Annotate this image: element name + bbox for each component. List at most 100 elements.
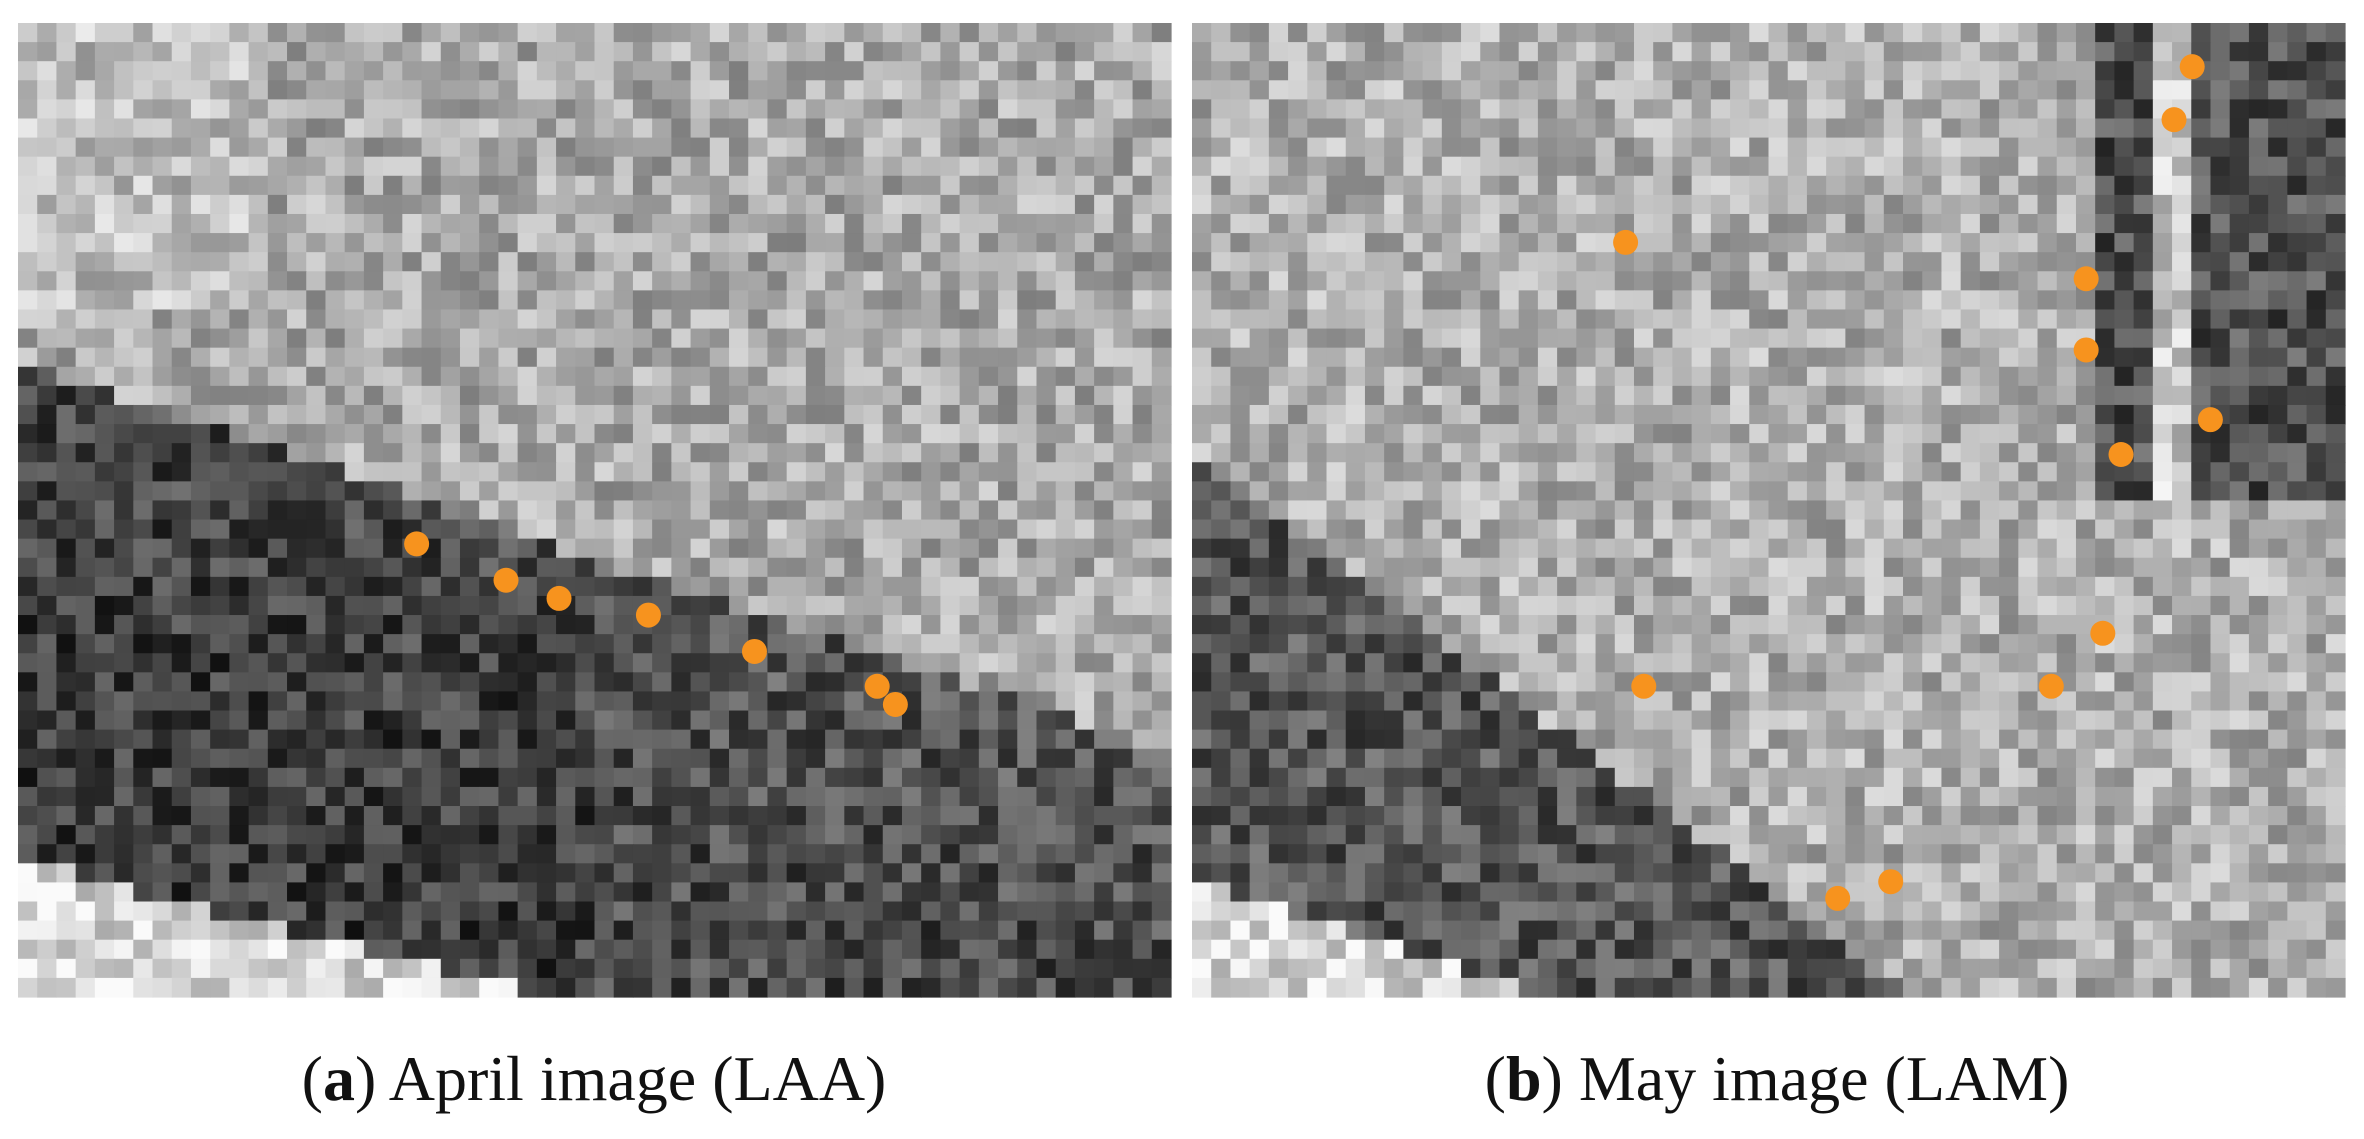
pixel	[1672, 309, 1693, 330]
pixel	[690, 462, 711, 482]
pixel	[1768, 404, 1789, 425]
pixel	[75, 366, 96, 387]
pixel	[1941, 595, 1962, 616]
pixel	[363, 424, 384, 444]
pixel	[171, 825, 192, 845]
pixel	[1749, 42, 1770, 62]
pixel	[882, 137, 903, 158]
pixel	[2095, 194, 2115, 215]
pixel	[287, 290, 307, 311]
pixel	[459, 958, 480, 979]
pixel	[1036, 538, 1057, 559]
pixel	[998, 672, 1018, 693]
pixel	[2075, 137, 2096, 158]
pixel	[1403, 462, 1424, 482]
pixel	[402, 481, 423, 502]
pixel	[56, 767, 77, 788]
pixel	[882, 347, 903, 368]
pixel	[459, 710, 480, 731]
pixel	[1364, 175, 1385, 196]
pixel	[709, 366, 730, 387]
pixel	[363, 347, 384, 368]
pixel	[1883, 290, 1904, 311]
pixel	[1211, 519, 1232, 540]
pixel	[844, 252, 865, 272]
pixel	[402, 99, 423, 120]
pixel	[56, 786, 77, 807]
pixel	[1268, 328, 1289, 349]
pixel	[1941, 61, 1962, 81]
pixel	[575, 882, 596, 903]
pixel	[978, 920, 999, 941]
pixel	[287, 309, 307, 330]
pixel	[863, 920, 884, 941]
pixel	[383, 424, 403, 444]
pixel	[306, 767, 327, 788]
pixel	[2037, 366, 2058, 387]
pixel	[2133, 42, 2154, 62]
pixel	[536, 42, 557, 62]
pixel	[863, 538, 884, 559]
pixel	[1249, 175, 1270, 196]
pixel	[479, 538, 500, 559]
pixel	[709, 786, 730, 807]
pixel	[2268, 194, 2288, 215]
pixel	[37, 901, 58, 922]
pixel	[1326, 538, 1347, 559]
pixel	[75, 557, 96, 578]
pixel	[1979, 366, 2000, 387]
pixel	[171, 672, 192, 693]
pixel	[921, 653, 941, 673]
pixel	[1074, 767, 1095, 788]
pixel	[767, 309, 788, 330]
pixel	[94, 977, 115, 998]
pixel	[1364, 309, 1385, 330]
pixel	[901, 653, 922, 673]
pixel	[1441, 385, 1462, 406]
pixel	[1132, 519, 1153, 540]
pixel	[998, 462, 1018, 482]
pixel	[998, 634, 1018, 654]
pixel	[1345, 80, 1366, 100]
pixel	[2172, 271, 2192, 291]
pixel	[767, 252, 788, 272]
pixel	[517, 863, 538, 884]
pixel	[594, 920, 615, 941]
pixel	[1017, 920, 1038, 941]
pixel	[1999, 519, 2019, 540]
pixel	[2287, 404, 2308, 425]
pixel	[1710, 194, 1731, 215]
pixel	[1537, 194, 1558, 215]
pixel	[1883, 443, 1904, 463]
pixel	[652, 672, 672, 693]
pixel	[1211, 557, 1232, 578]
pixel	[998, 481, 1018, 502]
pixel	[1384, 194, 1404, 215]
pixel	[1441, 634, 1462, 654]
pixel	[998, 882, 1018, 903]
pixel	[1017, 175, 1038, 196]
pixel	[94, 786, 115, 807]
pixel	[998, 538, 1018, 559]
pixel	[709, 767, 730, 788]
pixel	[1960, 328, 1981, 349]
pixel	[940, 42, 961, 62]
pixel	[171, 271, 192, 291]
pixel	[2075, 462, 2096, 482]
pixel	[1268, 137, 1289, 158]
pixel	[402, 290, 423, 311]
pixel	[844, 194, 865, 215]
pixel	[1230, 481, 1251, 502]
pixel	[1518, 80, 1539, 100]
pixel	[56, 404, 77, 425]
pixel	[1113, 748, 1134, 769]
pixel	[978, 252, 999, 272]
pixel	[748, 863, 769, 884]
pixel	[1230, 194, 1251, 215]
pixel	[248, 958, 269, 979]
pixel	[825, 61, 845, 81]
pixel	[1653, 194, 1674, 215]
pixel	[671, 290, 692, 311]
pixel	[2018, 366, 2039, 387]
pixel	[978, 557, 999, 578]
